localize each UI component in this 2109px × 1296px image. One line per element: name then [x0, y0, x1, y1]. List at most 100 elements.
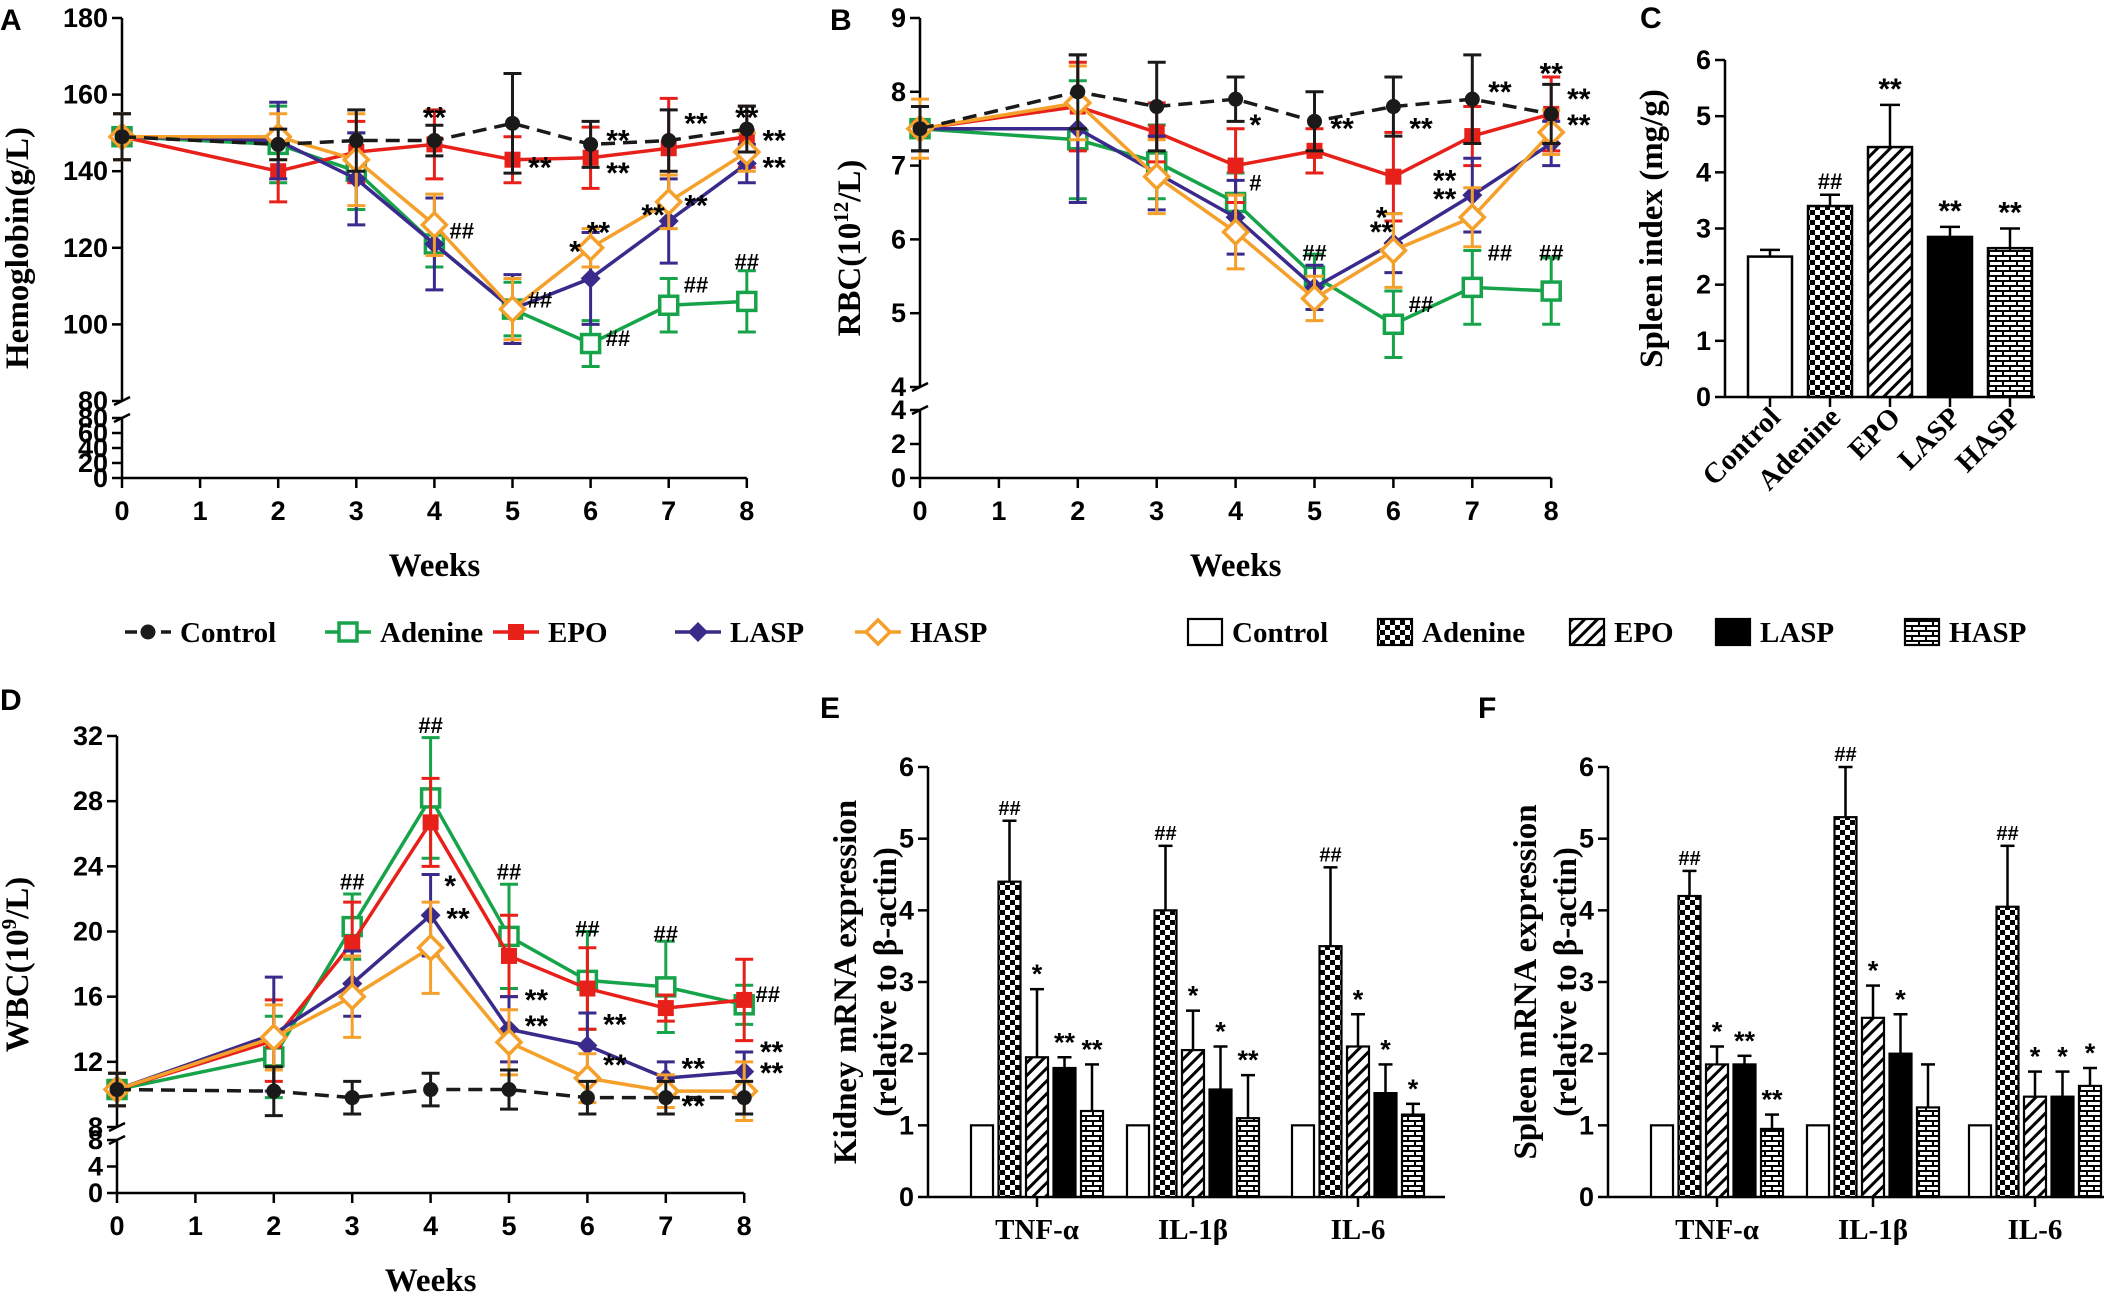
series-line-adenine	[116, 794, 745, 1092]
significance-mark: *	[444, 870, 456, 903]
y-axis-label-line2: (relative to β-actin)	[868, 847, 904, 1117]
bar-adenine-0	[1677, 894, 1702, 1199]
bar-adenine	[1806, 204, 1854, 399]
significance-mark: **	[1761, 1085, 1783, 1115]
significance-mark: **	[525, 1010, 549, 1043]
series-line-lasp	[121, 134, 748, 312]
x-category-label: HASP	[1950, 401, 2027, 478]
significance-mark: ##	[449, 219, 473, 244]
y-tick-label: 2	[891, 429, 906, 459]
significance-mark: **	[684, 190, 708, 223]
data-point-adenine	[736, 290, 758, 313]
bar-epo-0	[1704, 1063, 1730, 1199]
bar-adenine-1	[1833, 816, 1858, 1199]
data-point-epo	[579, 980, 596, 997]
y-tick-label: 9	[891, 3, 906, 33]
significance-mark: **	[1488, 76, 1512, 109]
bar-hasp-2	[2077, 1084, 2103, 1199]
bar-lasp	[1926, 235, 1974, 399]
x-tick-label: 3	[1149, 496, 1164, 526]
significance-mark: **	[606, 157, 630, 190]
panel-label: C	[1640, 2, 1662, 35]
y-tick-label: 3	[899, 967, 914, 997]
significance-mark: **	[682, 1090, 706, 1123]
x-tick-label: 6	[583, 496, 598, 526]
significance-mark: **	[684, 107, 708, 140]
series-line-control	[919, 90, 1552, 131]
data-point-adenine	[1461, 276, 1484, 299]
data-point-control	[739, 121, 755, 137]
legend-marker	[337, 621, 359, 643]
x-tick-label: 7	[1465, 496, 1480, 526]
data-point-hasp	[259, 1022, 289, 1052]
legend-marker	[688, 622, 708, 642]
significance-mark: *	[2057, 1042, 2068, 1072]
bar-control-1	[1125, 1124, 1151, 1199]
bar-adenine-1	[1153, 909, 1178, 1199]
significance-mark: **	[1433, 183, 1457, 216]
x-tick-label: 3	[345, 1211, 360, 1241]
series-control	[113, 72, 756, 175]
bar-hasp-1	[1235, 1117, 1261, 1199]
significance-mark: ##	[755, 982, 779, 1007]
significance-mark: *	[1380, 1034, 1391, 1064]
legend-bar-swatch	[1376, 617, 1414, 647]
x-category-label: IL-6	[1331, 1214, 1386, 1246]
significance-mark: **	[423, 102, 447, 135]
data-point-hasp	[494, 1027, 524, 1057]
y-tick-label: 80	[78, 403, 108, 433]
panel-label: F	[1478, 692, 1496, 725]
legend-label: LASP	[1760, 617, 1834, 649]
y-tick-label: 7	[891, 151, 906, 181]
data-point-hasp	[1457, 202, 1487, 232]
data-point-control	[426, 133, 442, 149]
y-tick-label: 60	[78, 418, 108, 448]
significance-mark: **	[525, 984, 549, 1017]
data-point-epo	[344, 934, 361, 951]
bar-lasp-1	[1208, 1088, 1233, 1199]
bar-control-0	[969, 1124, 995, 1199]
x-category-label: IL-6	[2008, 1214, 2063, 1246]
x-tick-label: 1	[991, 496, 1006, 526]
y-tick-label: 12	[73, 1047, 103, 1077]
y-tick-label: 4	[1696, 157, 1711, 187]
bar-hasp	[1986, 246, 2034, 399]
data-point-control	[109, 1082, 125, 1098]
y-tick-label: 6	[891, 224, 906, 254]
bar-lasp-1	[1888, 1052, 1913, 1199]
y-tick-label: 2	[899, 1039, 914, 1069]
y-tick-label: 5	[1696, 101, 1711, 131]
significance-mark: **	[762, 125, 786, 158]
y-axis-label-unit: /L)	[0, 877, 36, 920]
significance-mark: *	[1868, 956, 1879, 986]
x-tick-label: 3	[349, 496, 364, 526]
y-axis-label-line1: Kidney mRNA expression	[828, 800, 864, 1164]
y-tick-label: 3	[1696, 214, 1711, 244]
data-point-control	[1385, 99, 1401, 115]
y-axis-label-main: RBC(10	[832, 223, 868, 337]
significance-mark: *	[2030, 1042, 2041, 1072]
significance-mark: **	[1938, 195, 1962, 228]
data-point-control	[658, 1090, 674, 1106]
significance-mark: ##	[1678, 848, 1700, 870]
significance-mark: **	[603, 1008, 627, 1041]
x-tick-label: 8	[1544, 496, 1559, 526]
legend-bar-swatch	[1903, 617, 1941, 647]
data-point-hasp	[498, 294, 527, 324]
legend-item-control: Control	[1186, 617, 1328, 649]
data-point-control	[114, 129, 130, 145]
y-tick-label: 80	[78, 386, 108, 416]
series-line-lasp	[920, 126, 1553, 290]
data-point-hasp	[1221, 217, 1251, 247]
legend-item-epo: EPO	[493, 617, 608, 649]
x-category-label: LASP	[1892, 401, 1967, 476]
significance-mark: **	[1433, 164, 1457, 197]
significance-mark: **	[1054, 1027, 1076, 1057]
y-tick-label: 32	[73, 721, 103, 751]
x-tick-label: 4	[423, 1211, 438, 1241]
data-point-adenine	[579, 332, 602, 355]
bar-adenine-2	[1995, 905, 2020, 1199]
x-tick-label: 2	[1070, 496, 1085, 526]
data-point-control	[579, 1090, 595, 1106]
